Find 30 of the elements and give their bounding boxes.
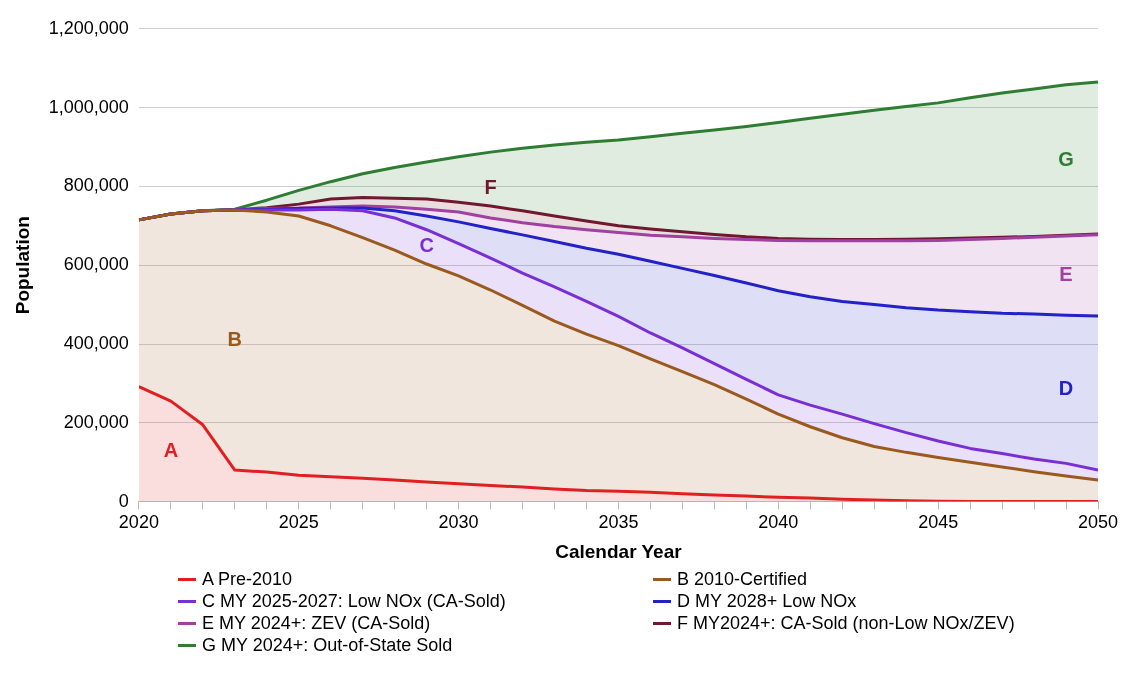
y-tick-label: 1,000,000 — [48, 96, 129, 117]
x-tick-label: 2045 — [918, 512, 959, 533]
x-axis-title: Calendar Year — [555, 540, 683, 562]
legend-label: F MY2024+: CA-Sold (non-Low NOx/ZEV) — [677, 612, 1015, 634]
legend-label: A Pre-2010 — [202, 568, 293, 590]
legend-label: G MY 2024+: Out-of-State Sold — [202, 634, 453, 656]
legend-label: B 2010-Certified — [677, 568, 808, 590]
annotation: F — [484, 175, 497, 198]
annotation: C — [419, 234, 434, 257]
x-tick-label: 2035 — [598, 512, 639, 533]
legend-label: C MY 2025-2027: Low NOx (CA-Sold) — [202, 590, 506, 612]
x-tick-label: 2020 — [118, 512, 159, 533]
y-tick-label: 1,200,000 — [48, 17, 129, 38]
annotation: A — [163, 438, 179, 461]
annotation: D — [1058, 376, 1074, 399]
y-tick-label: 600,000 — [63, 254, 129, 275]
y-tick-label: 0 — [118, 490, 129, 511]
x-tick-label: 2050 — [1077, 512, 1119, 533]
x-tick-label: 2040 — [758, 512, 799, 533]
annotation: B — [227, 327, 243, 350]
legend-label: D MY 2028+ Low NOx — [677, 590, 857, 612]
annotation: E — [1059, 263, 1073, 286]
x-tick-label: 2025 — [278, 512, 319, 533]
y-tick-label: 400,000 — [63, 332, 129, 353]
x-tick-label: 2030 — [438, 512, 479, 533]
y-tick-label: 200,000 — [63, 411, 129, 432]
legend-label: E MY 2024+: ZEV (CA-Sold) — [202, 612, 431, 634]
y-tick-label: 800,000 — [63, 175, 129, 196]
y-axis-title: Population — [11, 216, 33, 315]
annotation: G — [1058, 147, 1074, 170]
